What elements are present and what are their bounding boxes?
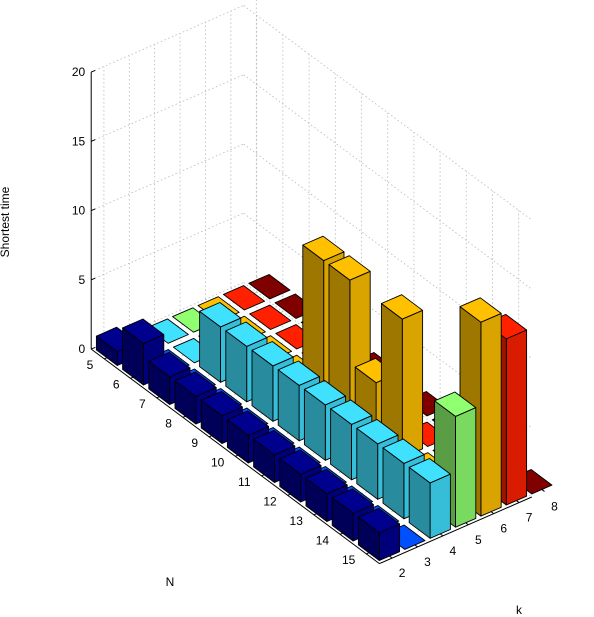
y-tick-label: 10 bbox=[211, 455, 225, 469]
bar-top-face bbox=[199, 302, 242, 328]
bar-top-face bbox=[408, 458, 451, 484]
bar-top-face bbox=[222, 285, 266, 311]
z-tick-mark bbox=[91, 139, 96, 142]
y-tick-label: 6 bbox=[113, 377, 120, 391]
z-axis-label: Shortest time bbox=[0, 186, 12, 257]
bar-top-face bbox=[303, 380, 347, 406]
bar-top-face bbox=[122, 318, 165, 344]
bar-k2-n15 bbox=[357, 507, 401, 561]
bar-front-face bbox=[480, 312, 502, 517]
z-tick-label: 20 bbox=[72, 65, 86, 79]
bar-top-face bbox=[200, 390, 243, 417]
bar-top-face bbox=[277, 360, 320, 386]
y-tick-label: 9 bbox=[191, 436, 198, 450]
x-axis-line bbox=[379, 496, 533, 565]
bar-k8-n5 bbox=[248, 274, 291, 300]
back-wall-gridline bbox=[91, 5, 244, 73]
bar-k7-n6 bbox=[249, 304, 292, 330]
bar-top-face bbox=[226, 410, 270, 436]
bar-top-face bbox=[248, 274, 291, 300]
bar-front-face bbox=[401, 309, 424, 459]
bar-top-face bbox=[302, 235, 345, 262]
bar-top-face bbox=[253, 429, 296, 456]
x-tick-label: 2 bbox=[399, 566, 406, 580]
z-tick-mark bbox=[91, 208, 96, 212]
bar-top-face bbox=[174, 371, 217, 397]
z-tick-mark bbox=[91, 277, 96, 281]
bar-top-face bbox=[331, 488, 374, 514]
bar-top-face bbox=[357, 507, 401, 534]
y-tick-label: 13 bbox=[290, 514, 304, 528]
bar-top-face bbox=[434, 391, 477, 417]
bar-top-face bbox=[251, 341, 294, 367]
bar-top-face bbox=[382, 438, 425, 464]
bar-top-face bbox=[279, 449, 322, 475]
back-wall-gridline bbox=[91, 143, 244, 211]
z-tick-label: 5 bbox=[79, 273, 86, 287]
bar-k7-n5 bbox=[222, 285, 266, 311]
bar-top-face bbox=[328, 255, 371, 281]
x-tick-label: 5 bbox=[475, 533, 482, 547]
z-tick-label: 15 bbox=[72, 134, 86, 148]
x-tick-label: 4 bbox=[450, 544, 457, 558]
bar-top-face bbox=[225, 321, 268, 347]
y-tick-label: 12 bbox=[263, 494, 277, 508]
y-tick-label: 8 bbox=[165, 416, 172, 430]
z-tick-label: 10 bbox=[72, 204, 86, 218]
bar-front-face bbox=[429, 473, 451, 539]
y-tick-label: 7 bbox=[139, 397, 146, 411]
bar-front-face bbox=[455, 407, 477, 528]
bar-top-face bbox=[356, 419, 399, 445]
bar-top-face bbox=[330, 399, 373, 425]
x-tick-label: 3 bbox=[424, 555, 431, 569]
y-tick-label: 11 bbox=[238, 475, 251, 489]
x-axis-label: k bbox=[516, 603, 523, 617]
x-tick-label: 6 bbox=[500, 522, 507, 536]
bar-top-face bbox=[380, 294, 424, 320]
bars-group bbox=[95, 235, 553, 561]
y-tick-label: 14 bbox=[316, 533, 330, 547]
x-tick-label: 7 bbox=[526, 511, 533, 525]
bar-top-face bbox=[459, 297, 502, 323]
y-tick-label: 5 bbox=[87, 358, 94, 372]
y-tick-label: 15 bbox=[342, 553, 356, 567]
bar-top-face bbox=[249, 304, 292, 330]
y-axis-line bbox=[90, 348, 380, 565]
bar-top-face bbox=[305, 468, 348, 495]
x-tick-label: 8 bbox=[551, 499, 558, 513]
back-wall-gridline bbox=[91, 212, 244, 281]
bar-top-face bbox=[148, 351, 191, 378]
y-axis-label: N bbox=[166, 575, 175, 589]
bar-front-face bbox=[505, 329, 528, 506]
bar-k4-n15 bbox=[408, 458, 451, 539]
back-wall-gridline bbox=[91, 74, 244, 142]
z-tick-mark bbox=[91, 346, 96, 350]
z-tick-label: 0 bbox=[79, 342, 86, 356]
z-tick-mark bbox=[91, 69, 96, 73]
